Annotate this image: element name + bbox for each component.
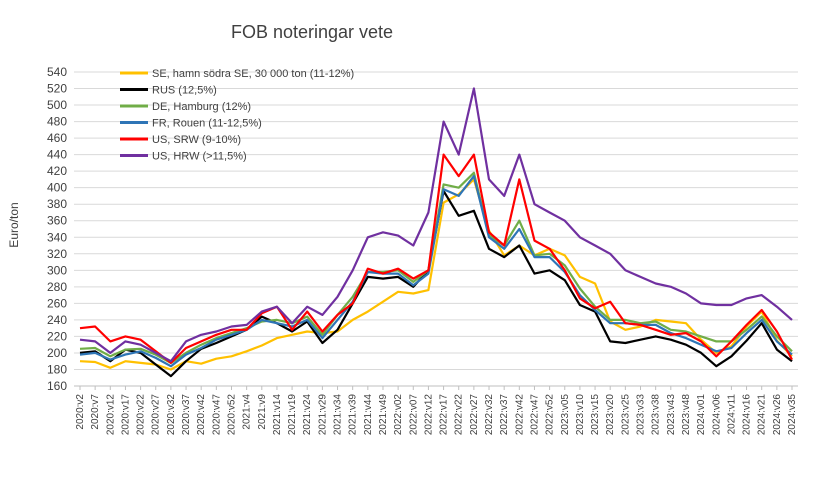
y-tick-labels: 160 180 200 220 240 260 280 300 320 340 360 380 400 4… bbox=[47, 65, 67, 393]
y-tick-label: 480 bbox=[47, 115, 67, 129]
x-tick-label: 2022:v52 bbox=[545, 394, 556, 436]
x-tick-label: 2020:v52 bbox=[226, 394, 237, 436]
legend-label: US, HRW (>11,5%) bbox=[152, 151, 247, 163]
x-tick-label: 2020:v12 bbox=[105, 394, 116, 436]
x-tick-label: 2023:v33 bbox=[636, 394, 647, 436]
x-tick-label: 2020:v42 bbox=[196, 394, 207, 436]
legend-label: DE, Hamburg (12%) bbox=[152, 101, 251, 113]
y-tick-label: 360 bbox=[47, 214, 67, 228]
legend-label: RUS (12,5%) bbox=[152, 85, 217, 97]
y-tick-label: 500 bbox=[47, 98, 67, 112]
x-tick-label: 2020:v2 bbox=[75, 394, 86, 430]
y-tick-label: 460 bbox=[47, 131, 67, 145]
y-tick-label: 280 bbox=[47, 280, 67, 294]
y-tick-label: 420 bbox=[47, 164, 67, 178]
x-tick-label: 2024:v26 bbox=[772, 394, 783, 436]
y-tick-label: 340 bbox=[47, 230, 67, 244]
x-tick-label: 2021:v39 bbox=[348, 394, 359, 436]
y-tick-label: 320 bbox=[47, 247, 67, 261]
x-tick-label: 2024:v01 bbox=[696, 394, 707, 436]
x-tick-label: 2024:v16 bbox=[742, 394, 753, 436]
x-tick-labels: 2020:v2 2020:v7 2020:v12 2020:v17 2020:v22 20… bbox=[75, 386, 798, 435]
chart-title: FOB noteringar vete bbox=[231, 22, 393, 42]
x-tick-label: 2022:v12 bbox=[423, 394, 434, 436]
y-axis-label-group: Euro/ton bbox=[7, 202, 21, 247]
x-tick-label: 2022:v17 bbox=[439, 394, 450, 436]
x-tick-label: 2021:v44 bbox=[363, 394, 374, 436]
x-tick-label: 2024:v35 bbox=[787, 394, 798, 436]
x-tick-label: 2022:v37 bbox=[499, 394, 510, 436]
x-tick-label: 2022:v02 bbox=[393, 394, 404, 436]
legend-label: SE, hamn södra SE, 30 000 ton (11-12%) bbox=[152, 68, 354, 80]
x-tick-label: 2023:v38 bbox=[651, 394, 662, 436]
x-tick-label: 2020:v37 bbox=[181, 394, 192, 436]
x-tick-label: 2023:v43 bbox=[666, 394, 677, 436]
series-line-3 bbox=[79, 171, 793, 364]
y-axis-label: Euro/ton bbox=[7, 202, 21, 247]
y-tick-label: 380 bbox=[47, 197, 67, 211]
x-tick-label: 2020:v7 bbox=[90, 394, 101, 430]
x-tick-label: 2021:v9 bbox=[257, 394, 268, 430]
y-tick-label: 520 bbox=[47, 82, 67, 96]
x-tick-label: 2022:v47 bbox=[529, 394, 540, 436]
x-tick-label: 2021:v14 bbox=[272, 394, 283, 436]
x-tick-label: 2023:v05 bbox=[560, 394, 571, 436]
x-tick-label: 2022:v07 bbox=[408, 394, 419, 436]
x-tick-label: 2020:v22 bbox=[136, 394, 147, 436]
x-tick-label: 2023:v15 bbox=[590, 394, 601, 436]
series-line-6 bbox=[79, 87, 793, 363]
legend: SE, hamn södra SE, 30 000 ton (11-12%) RU… bbox=[120, 68, 354, 163]
x-tick-label: 2020:v32 bbox=[166, 394, 177, 436]
x-tick-label: 2021:v19 bbox=[287, 394, 298, 436]
y-tick-label: 240 bbox=[47, 313, 67, 327]
y-tick-label: 300 bbox=[47, 263, 67, 277]
x-tick-label: 2024:v21 bbox=[757, 394, 768, 436]
x-tick-label: 2024:v06 bbox=[711, 394, 722, 436]
x-tick-label: 2022:v22 bbox=[454, 394, 465, 436]
y-tick-label: 260 bbox=[47, 296, 67, 310]
series-line-1 bbox=[79, 178, 793, 371]
x-tick-label: 2023:v10 bbox=[575, 394, 586, 436]
x-tick-label: 2020:v47 bbox=[211, 394, 222, 436]
legend-label: US, SRW (9-10%) bbox=[152, 134, 241, 146]
x-tick-label: 2022:v27 bbox=[469, 394, 480, 436]
x-tick-label: 2020:v17 bbox=[120, 394, 131, 436]
series-line-5 bbox=[79, 153, 793, 364]
y-tick-label: 440 bbox=[47, 148, 67, 162]
x-tick-label: 2023:v48 bbox=[681, 394, 692, 436]
y-tick-label: 180 bbox=[47, 362, 67, 376]
y-tick-label: 160 bbox=[47, 379, 67, 393]
x-tick-label: 2024:v11 bbox=[726, 394, 737, 435]
x-tick-label: 2020:v27 bbox=[151, 394, 162, 436]
x-tick-label: 2021:v34 bbox=[333, 394, 344, 436]
x-tick-label: 2023:v20 bbox=[605, 394, 616, 436]
legend-label: FR, Rouen (11-12,5%) bbox=[152, 118, 262, 130]
x-tick-label: 2021:v29 bbox=[317, 394, 328, 436]
x-tick-label: 2022:v32 bbox=[484, 394, 495, 436]
y-tick-label: 200 bbox=[47, 346, 67, 360]
x-tick-label: 2022:v42 bbox=[514, 394, 525, 436]
y-tick-label: 220 bbox=[47, 329, 67, 343]
series-lines bbox=[79, 87, 793, 378]
x-tick-label: 2021:v24 bbox=[302, 394, 313, 436]
y-tick-label: 540 bbox=[47, 65, 67, 79]
x-tick-label: 2021:v4 bbox=[242, 394, 253, 430]
y-tick-label: 400 bbox=[47, 181, 67, 195]
x-tick-label: 2021:v49 bbox=[378, 394, 389, 436]
x-tick-label: 2023:v25 bbox=[620, 394, 631, 436]
